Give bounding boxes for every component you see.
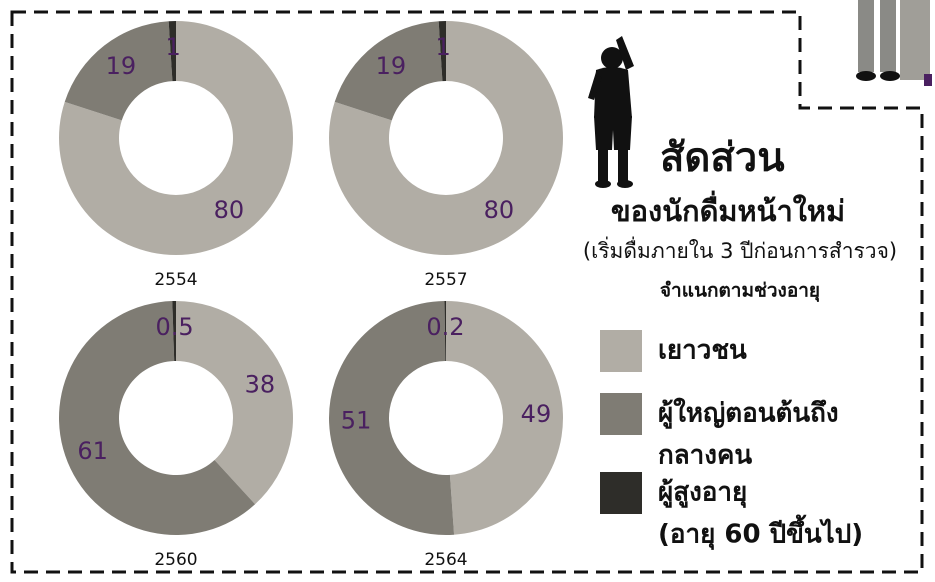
year-label: 2564 [424, 550, 467, 570]
donut-segment [329, 21, 563, 255]
donut-segment [438, 21, 446, 82]
legend-swatch [600, 393, 642, 435]
legend-label: ผู้ใหญ่ตอนต้นถึง [658, 398, 839, 430]
value-label: 80 [214, 196, 245, 224]
legend-swatch [600, 330, 642, 372]
legend-label: กลางคน [658, 441, 752, 471]
dashed-frame [10, 10, 924, 574]
value-label: 1 [166, 33, 181, 61]
drinker-silhouette [588, 36, 634, 188]
legend-label: ผู้สูงอายุ [658, 478, 747, 509]
year-label: 2554 [154, 270, 197, 290]
heading-note: (เริ่มดื่มภายใน 3 ปีก่อนการสำรวจ) [583, 236, 897, 263]
value-label: 61 [77, 437, 108, 465]
donut-segment [176, 301, 294, 505]
value-label: 19 [376, 52, 407, 80]
legend-label: เยาวชน [658, 336, 747, 366]
legend-swatch [600, 472, 642, 514]
year-label: 2557 [424, 270, 467, 290]
donut-segment [64, 21, 173, 121]
legend-label: (อายุ 60 ปีขึ้นไป) [658, 514, 863, 551]
value-label: 1 [436, 33, 451, 61]
donut-segment [446, 301, 564, 535]
donut-segment [172, 301, 176, 362]
value-label: 19 [106, 52, 137, 80]
donut-segment [59, 301, 256, 535]
donut-segment [168, 21, 176, 82]
donut-segment [334, 21, 443, 121]
donut-segment [329, 301, 455, 535]
heading-title: สัดส่วน [660, 135, 785, 181]
donut-segment [444, 301, 446, 362]
heading-by: จำแนกตามช่วงอายุ [660, 280, 820, 303]
value-label: 49 [521, 400, 552, 428]
value-label: 0.2 [426, 313, 464, 341]
year-label: 2560 [154, 550, 197, 570]
value-label: 80 [484, 196, 515, 224]
heading-subtitle: ของนักดื่มหน้าใหม่ [611, 190, 845, 228]
value-label: 51 [341, 407, 372, 435]
donut-segment [59, 21, 293, 255]
value-label: 38 [245, 370, 276, 398]
value-label: 0.5 [155, 313, 193, 341]
people-illustration [856, 0, 932, 86]
